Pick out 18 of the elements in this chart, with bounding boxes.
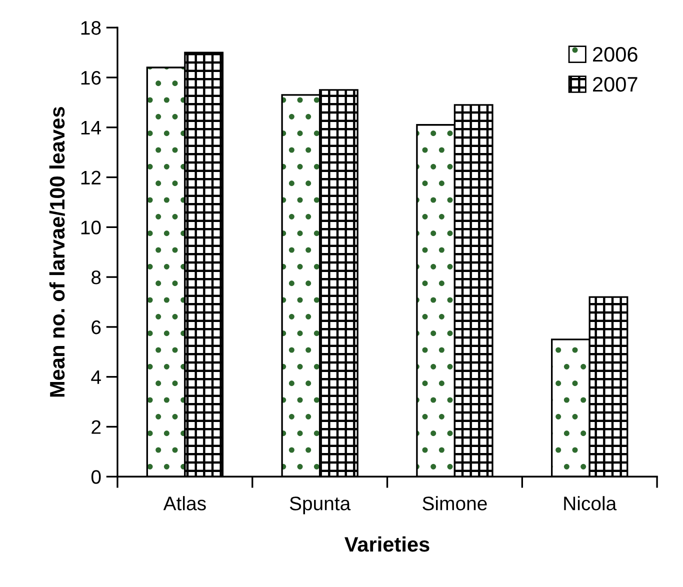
legend-label: 2007 [593,76,638,92]
y-tick-label: 18 [81,21,101,35]
x-tick-label: Simone [422,496,487,510]
y-tick-label: 16 [81,70,101,85]
y-tick-label: 14 [81,121,101,134]
y-axis-title: Mean no. of larvae/100 leaves [49,107,65,397]
y-tick-label: 6 [92,320,101,334]
x-axis-title: Varieties [344,536,430,552]
y-tick-label: 8 [92,270,101,284]
x-tick-label: Nicola [564,496,617,510]
x-tick-label: Atlas [163,496,206,510]
y-tick-label: 10 [81,220,101,234]
y-tick-label: 0 [91,470,101,484]
y-tick-label: 2 [92,420,101,434]
y-tick-label: 4 [91,370,101,384]
x-tick-label: Spunta [290,496,351,514]
y-tick-label: 12 [81,170,101,184]
legend-label: 2006 [593,47,638,62]
